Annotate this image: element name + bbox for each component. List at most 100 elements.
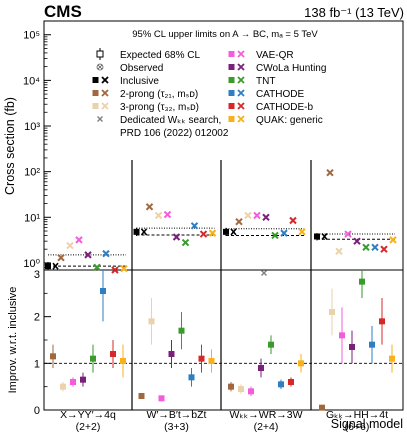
ratio-marker [178,327,185,334]
lower-tick-label: 2 [34,312,40,324]
ratio-marker [278,381,284,388]
ratio-marker [288,379,294,385]
ratio-marker [158,395,165,402]
ratio-marker [208,358,215,364]
ratio-marker [349,344,355,350]
inclusive-x-marker [321,232,328,240]
point-marker [75,236,83,244]
point-marker [154,211,163,220]
point-marker [190,222,199,230]
category-labels: X→YY′→4q(2+2) W′→B′t→bZt(3+3) Wₖₖ→WR→3W(2+… [60,409,388,432]
legend-item-expected: Expected 68% CL [96,48,200,61]
legend-marker-square [228,90,235,96]
category-label: Wₖₖ→WR→3W [229,409,302,421]
ratio-marker [198,355,205,362]
legend-marker-x [237,102,245,110]
point-marker [102,249,110,258]
ratio-marker [248,388,254,395]
lower-panel-marks [44,270,403,411]
point-marker [93,263,101,272]
legend-marker-x [237,76,245,84]
legend-label: QUAK: generic [256,115,323,126]
upper-tick-label: 10⁰ [23,258,40,270]
legend-label: CWoLa Hunting [256,63,326,74]
point-marker [145,203,154,211]
point-marker [84,251,92,259]
legend-title: 95% CL upper limits on A → BC, mₐ = 5 Te… [132,29,318,40]
point-marker [289,216,297,225]
inclusive-x-marker [230,228,237,236]
legend-marker-square [228,103,235,109]
ratio-marker [319,404,325,411]
legend-item-inclusive: Inclusive [92,76,159,87]
legend-label: 2-prong (τ₂₁, mₛᴅ) [120,89,198,100]
legend-label: 3-prong (τ₃₂, mₛᴅ) [120,102,199,113]
legend-item-quak: QUAK: generic [228,115,323,126]
legend-label: CATHODE-b [256,102,313,113]
lower-tick-label: 0 [34,405,40,417]
legend-marker-x [101,102,109,110]
inclusive-x-marker [140,228,148,236]
legend-marker-x [237,50,245,58]
legend-label: Observed [120,63,163,74]
ratio-marker [369,341,375,348]
point-marker [362,243,370,252]
inclusive-marker [133,228,140,235]
upper-tick-label: 10¹ [24,212,40,224]
ratio-marker [138,393,145,399]
legend-label: VAE-QR [256,50,294,61]
point-marker [380,245,388,253]
legend-marker-x [237,89,245,97]
upper-tick-label: 10² [24,167,40,179]
ratio-marker [80,376,86,383]
legend-marker-x [97,116,103,122]
ratio-marker [379,318,385,325]
legend-marker-square [92,90,99,96]
legend: Expected 68% CL Observed Inclusive 2-prong … [92,48,326,139]
point-marker [298,228,306,236]
ratio-marker [329,309,335,315]
ratio-marker [60,383,66,390]
ratio-marker [188,374,195,381]
point-marker [353,237,361,245]
upper-y-axis-title: Cross section (fb) [3,97,17,195]
point-marker [244,211,252,220]
inclusive-marker [314,233,320,240]
point-marker [344,230,352,238]
category-sublabel: (2+2) [76,421,101,432]
legend-item-cwola: CWoLa Hunting [228,63,326,74]
legend-marker-circle [96,63,104,71]
point-marker [111,266,119,274]
category-sublabel: (2+4) [254,421,279,432]
legend-label: Dedicated Wₖₖ search, [120,115,221,126]
point-marker [120,264,128,273]
ratio-marker [339,332,345,339]
point-marker [280,229,288,237]
lower-y-ticks: 0 1 2 3 [34,269,51,417]
legend-marker-square [228,64,235,70]
ratio-marker [389,355,395,362]
ratio-marker [90,355,96,362]
ratio-marker [70,379,76,385]
point-marker [335,247,343,255]
upper-panel-marks [45,168,397,277]
ratio-marker [120,358,126,364]
legend-item-cathodeb: CATHODE-b [228,102,313,113]
upper-y-ticks: 10⁰ 10¹ 10² 10³ 10⁴ 10⁵ [23,30,51,270]
legend-marker-square [228,51,235,57]
dedicated-wkk-marker [261,270,267,277]
x-axis-title: Signal model [331,417,403,431]
ratio-marker [100,288,106,294]
point-marker [57,254,65,262]
legend-label: CATHODE [256,89,304,100]
category-label: X→YY′→4q [60,409,116,421]
upper-tick-label: 10⁵ [23,30,40,42]
upper-tick-label: 10³ [24,121,40,133]
point-marker [371,243,379,252]
legend-item-vaeqr: VAE-QR [228,50,294,61]
ratio-marker [258,365,264,371]
legend-item-prong3: 3-prong (τ₃₂, mₛᴅ) [92,102,199,113]
legend-marker-square [92,103,99,109]
point-marker [163,210,172,219]
legend-marker-square [228,116,235,122]
